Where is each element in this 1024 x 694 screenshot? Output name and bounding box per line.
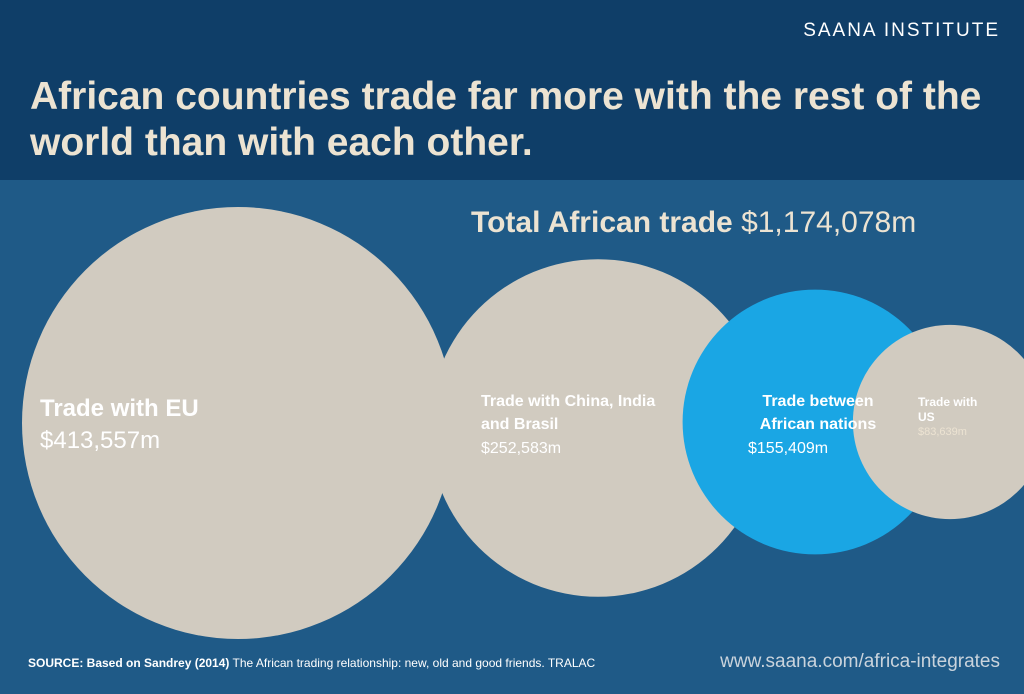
- bubble-name-africa: Trade between African nations: [759, 393, 877, 433]
- total-trade-label: Total African trade: [471, 206, 733, 239]
- total-trade: Total African trade $1,174,078m: [471, 206, 916, 240]
- bubble-value-eu: $413,557m: [40, 427, 161, 454]
- headline: African countries trade far more with th…: [30, 75, 982, 164]
- bubble-china-india-brasil: [429, 259, 767, 597]
- bubble-label-cib: Trade with China, India and Brasil $252,…: [481, 390, 671, 460]
- bubble-us: [852, 324, 1024, 520]
- total-trade-value: $1,174,078m: [741, 206, 917, 239]
- footer-url: www.saana.com/africa-integrates: [720, 651, 1000, 672]
- bubble-label-us: Trade with US $83,639m: [918, 395, 980, 440]
- bubble-eu: [22, 207, 454, 639]
- bubble-value-us: $83,639m: [918, 426, 967, 438]
- bubble-label-eu: Trade with EU $413,557m: [40, 394, 199, 456]
- brand-logo-text: SAANA INSTITUTE: [803, 20, 1000, 41]
- header-band: SAANA INSTITUTE African countries trade …: [0, 0, 1024, 180]
- bubble-value-cib: $252,583m: [481, 440, 562, 457]
- source-note: SOURCE: Based on Sandrey (2014) The Afri…: [28, 656, 595, 670]
- source-label: SOURCE: Based on Sandrey (2014): [28, 656, 230, 670]
- bubble-name-eu: Trade with EU: [40, 395, 199, 422]
- bubble-value-africa: $155,409m: [748, 440, 829, 457]
- source-text: The African trading relationship: new, o…: [232, 656, 596, 670]
- bubble-name-cib: Trade with China, India and Brasil: [481, 393, 656, 433]
- bubble-name-us: Trade with US: [918, 395, 978, 424]
- bubble-label-africa: Trade between African nations $155,409m: [748, 390, 888, 460]
